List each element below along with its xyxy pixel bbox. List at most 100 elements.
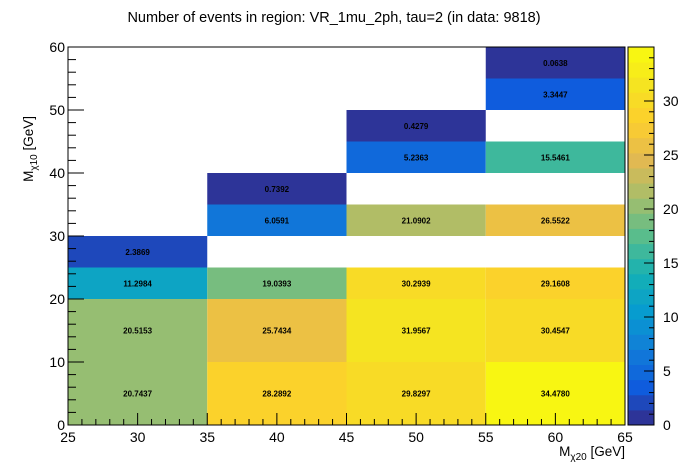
colorbar-band [628,258,654,275]
colorbar-band [628,152,654,169]
cell-value-label: 3.3447 [543,90,568,99]
colorbar-band [628,409,654,426]
colorbar-band [628,107,654,124]
cell-value-label: 5.2363 [404,153,429,162]
colorbar-band [628,243,654,260]
heatmap-cell [346,141,486,173]
cell-value-label: 0.0638 [543,59,568,68]
cell-value-label: 34.4780 [541,390,570,399]
colorbar-axis: 0 5 10 15 20 25 30 [644,46,679,433]
colorbar-band [628,304,654,320]
colorbar-band [628,349,654,366]
heatmap-cell [485,299,625,362]
colorbar-band [628,334,654,350]
heatmap-cell [346,110,486,142]
colorbar-frame [627,46,655,426]
cell-value-label: 0.7392 [265,185,290,194]
colorbar-band [628,47,654,63]
colorbar-band [628,319,654,335]
y-tick-label: 20 [49,291,65,307]
cell-value-label: 26.5522 [541,216,570,225]
heatmap-cell [68,236,208,268]
x-axis-label-unit: [GeV] [587,444,625,459]
cell-value-label: 0.4279 [404,122,429,131]
heatmap-cell [68,267,208,299]
cell-value-label: 30.2939 [402,279,431,288]
y-axis: 0 10 20 30 40 50 60 [49,39,84,433]
x-axis-label-sub: χ20 [570,452,587,463]
y-tick-label: 40 [49,165,65,181]
x-tick-label: 60 [548,429,564,445]
colorbar-band [628,183,654,199]
cell-value-label: 15.5461 [541,153,570,162]
cell-value-label: 11.2984 [123,279,152,288]
cell-value-label: 29.8297 [402,390,431,399]
colorbar-band [628,213,654,229]
colorbar-band [628,379,654,396]
x-tick-label: 45 [339,429,355,445]
colorbar [628,47,654,426]
cell-value-label: 30.4547 [541,327,570,336]
cell-value-label: 19.0393 [262,279,291,288]
cell-value-label: 20.5153 [123,327,152,336]
heatmap-cell [207,204,347,236]
colorbar-tick-label: 0 [663,417,671,433]
heatmap-cell [68,299,208,362]
heatmap-cell [346,204,486,236]
colorbar-band [628,92,654,108]
cell-value-label: 20.7437 [123,390,152,399]
cell-value-label: 21.0902 [402,216,431,225]
heatmap-cells [68,47,625,425]
y-tick-label: 60 [49,39,65,55]
colorbar-band [628,198,654,214]
cell-value-labels: 20.7437 20.5153 11.2984 2.3869 28.2892 25.743… [123,59,570,399]
heatmap-cell [485,78,625,110]
colorbar-tick-label: 5 [663,363,671,379]
heatmap-cell [207,267,347,299]
heatmap-cell [485,141,625,173]
colorbar-tick-label: 10 [663,309,679,325]
cell-value-label: 28.2892 [262,390,291,399]
x-tick-label: 35 [199,429,215,445]
heatmap-cell [346,267,486,299]
x-axis-label: Mχ20 [GeV] [559,444,625,463]
colorbar-tick-label: 20 [663,201,679,217]
cell-value-label: 6.0591 [265,216,290,225]
colorbar-band [628,364,654,381]
cell-value-label: 2.3869 [125,248,150,257]
heatmap-cell [346,299,486,362]
heatmap-cell [207,173,347,205]
heatmap-cell [485,267,625,299]
heatmap-cell [485,204,625,236]
y-tick-label: 0 [57,417,65,433]
x-tick-label: 55 [478,429,494,445]
x-tick-label: 65 [617,429,633,445]
colorbar-band [628,288,654,305]
heatmap-cell [485,47,625,79]
chart-title: Number of events in region: VR_1mu_2ph, … [127,10,540,26]
y-tick-label: 50 [49,102,65,118]
y-axis-label-unit: [GeV] [21,116,36,154]
colorbar-band [628,167,654,184]
heatmap-cell [207,299,347,362]
colorbar-band [628,273,654,290]
colorbar-tick-label: 30 [663,93,679,109]
x-tick-label: 40 [269,429,285,445]
colorbar-band [628,228,654,245]
colorbar-tick-label: 15 [663,255,679,271]
y-axis-label-sub: χ10 [29,154,40,171]
cell-value-label: 31.9567 [402,327,431,336]
x-tick-label: 50 [408,429,424,445]
colorbar-tick-label: 25 [663,147,679,163]
colorbar-band [628,122,654,139]
x-tick-label: 25 [60,429,76,445]
colorbar-band [628,394,654,411]
x-axis-label-main: M [559,444,570,459]
colorbar-band [628,62,654,78]
cell-value-label: 29.1608 [541,279,570,288]
y-axis-label: Mχ10 [GeV] [21,116,40,182]
y-axis-label-main: M [21,171,36,182]
y-tick-label: 10 [49,354,65,370]
cell-value-label: 25.7434 [262,327,291,336]
